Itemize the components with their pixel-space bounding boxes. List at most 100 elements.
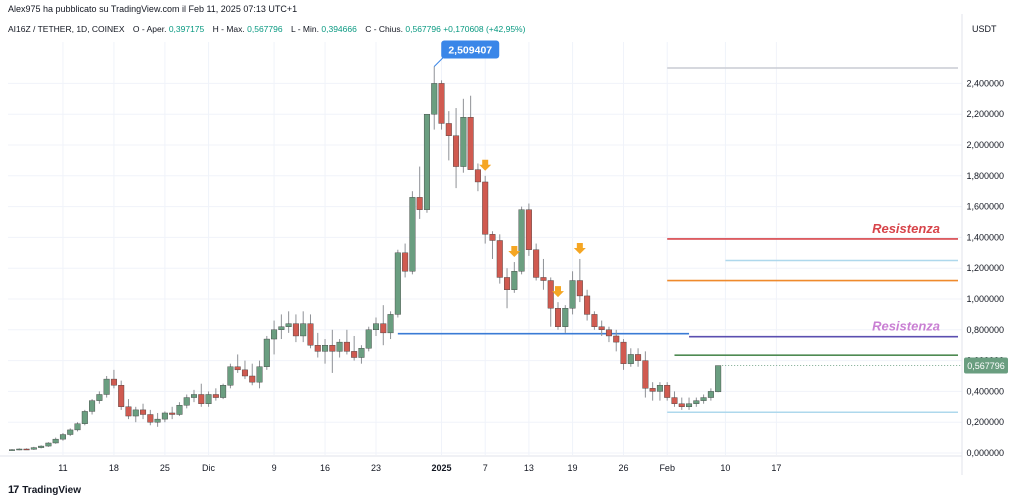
candle-up[interactable] — [511, 271, 518, 290]
candle-down[interactable] — [147, 414, 154, 423]
candle-up[interactable] — [8, 449, 15, 451]
candle-down[interactable] — [642, 360, 649, 389]
candle-down[interactable] — [307, 323, 314, 346]
candle-up[interactable] — [16, 448, 23, 451]
candle-down[interactable] — [678, 403, 685, 408]
candle-down[interactable] — [649, 388, 656, 392]
candle-up[interactable] — [45, 442, 52, 447]
candle-down[interactable] — [540, 277, 547, 281]
candle-up[interactable] — [271, 329, 278, 340]
candle-up[interactable] — [30, 447, 37, 450]
candle-up[interactable] — [38, 445, 45, 448]
candle-down[interactable] — [496, 240, 503, 278]
candle-down[interactable] — [635, 354, 642, 361]
candle-up[interactable] — [176, 405, 183, 415]
candle-down[interactable] — [489, 234, 496, 241]
candle-down[interactable] — [613, 335, 620, 343]
candle-up[interactable] — [89, 400, 96, 412]
candle-up[interactable] — [365, 329, 372, 349]
candle-up[interactable] — [460, 117, 467, 167]
candle-up[interactable] — [96, 394, 103, 401]
candle-up[interactable] — [715, 365, 722, 393]
candle-down[interactable] — [445, 123, 452, 136]
candle-down[interactable] — [576, 280, 583, 297]
candle-up[interactable] — [227, 366, 234, 386]
candle-down[interactable] — [140, 409, 147, 415]
candle-up[interactable] — [387, 314, 394, 334]
candle-down[interactable] — [525, 209, 532, 250]
candle-up[interactable] — [707, 391, 714, 398]
candle-up[interactable] — [431, 83, 438, 115]
candle-down[interactable] — [351, 351, 358, 358]
candle-up[interactable] — [154, 418, 161, 423]
candle-down[interactable] — [591, 314, 598, 327]
candle-up[interactable] — [52, 438, 59, 444]
candle-down[interactable] — [598, 326, 605, 331]
candle-up[interactable] — [67, 429, 74, 435]
candle-up[interactable] — [183, 397, 190, 406]
candle-down[interactable] — [169, 412, 176, 415]
candle-down[interactable] — [474, 169, 481, 183]
candle-down[interactable] — [547, 280, 554, 309]
candle-up[interactable] — [263, 338, 270, 367]
candle-up[interactable] — [569, 280, 576, 309]
candle-up[interactable] — [59, 434, 66, 440]
candle-down[interactable] — [234, 366, 241, 371]
candle-down[interactable] — [125, 406, 132, 417]
candle-down[interactable] — [416, 197, 423, 210]
candle-up[interactable] — [686, 403, 693, 408]
candle-down[interactable] — [23, 448, 30, 451]
candle-up[interactable] — [627, 354, 634, 364]
candle-down[interactable] — [664, 385, 671, 398]
candle-down[interactable] — [533, 249, 540, 278]
candle-down[interactable] — [438, 83, 445, 124]
candle-up[interactable] — [394, 252, 401, 315]
tradingview-logo[interactable]: 17 TradingView — [8, 484, 81, 496]
candle-down[interactable] — [314, 345, 321, 352]
symbol-label[interactable]: AI16Z / TETHER, 1D, COINEX — [8, 24, 125, 34]
candle-down[interactable] — [110, 378, 117, 386]
candle-down[interactable] — [671, 397, 678, 404]
candle-up[interactable] — [656, 385, 663, 392]
candle-down[interactable] — [380, 323, 387, 334]
candle-down[interactable] — [212, 394, 219, 398]
candle-up[interactable] — [256, 366, 263, 383]
candle-down[interactable] — [605, 329, 612, 337]
candle-down[interactable] — [504, 277, 511, 290]
candle-down[interactable] — [620, 341, 627, 364]
candle-down[interactable] — [329, 345, 336, 352]
candle-down[interactable] — [482, 181, 489, 235]
candle-up[interactable] — [132, 409, 139, 417]
candle-up[interactable] — [322, 345, 329, 352]
candle-down[interactable] — [241, 369, 248, 377]
candle-up[interactable] — [693, 400, 700, 404]
candle-down[interactable] — [584, 295, 591, 315]
candle-down[interactable] — [453, 135, 460, 167]
candle-down[interactable] — [249, 375, 256, 383]
candle-up[interactable] — [518, 209, 525, 272]
candle-up[interactable] — [285, 323, 292, 327]
candle-up[interactable] — [409, 197, 416, 272]
candle-up[interactable] — [300, 323, 307, 337]
candle-up[interactable] — [373, 323, 380, 331]
candle-up[interactable] — [103, 378, 110, 395]
candle-up[interactable] — [81, 411, 88, 424]
candle-down[interactable] — [118, 385, 125, 407]
candle-up[interactable] — [161, 412, 168, 420]
candle-down[interactable] — [198, 394, 205, 404]
candle-up[interactable] — [190, 394, 197, 398]
candle-up[interactable] — [423, 113, 430, 210]
candle-down[interactable] — [292, 323, 299, 337]
candle-up[interactable] — [205, 394, 212, 404]
candle-up[interactable] — [220, 385, 227, 398]
candle-down[interactable] — [555, 308, 562, 327]
candle-up[interactable] — [278, 326, 285, 331]
candle-down[interactable] — [343, 341, 350, 352]
candle-up[interactable] — [358, 348, 365, 358]
candle-down[interactable] — [467, 117, 474, 170]
candle-up[interactable] — [562, 308, 569, 327]
candle-up[interactable] — [74, 423, 81, 431]
candle-up[interactable] — [336, 341, 343, 352]
candle-up[interactable] — [700, 397, 707, 401]
